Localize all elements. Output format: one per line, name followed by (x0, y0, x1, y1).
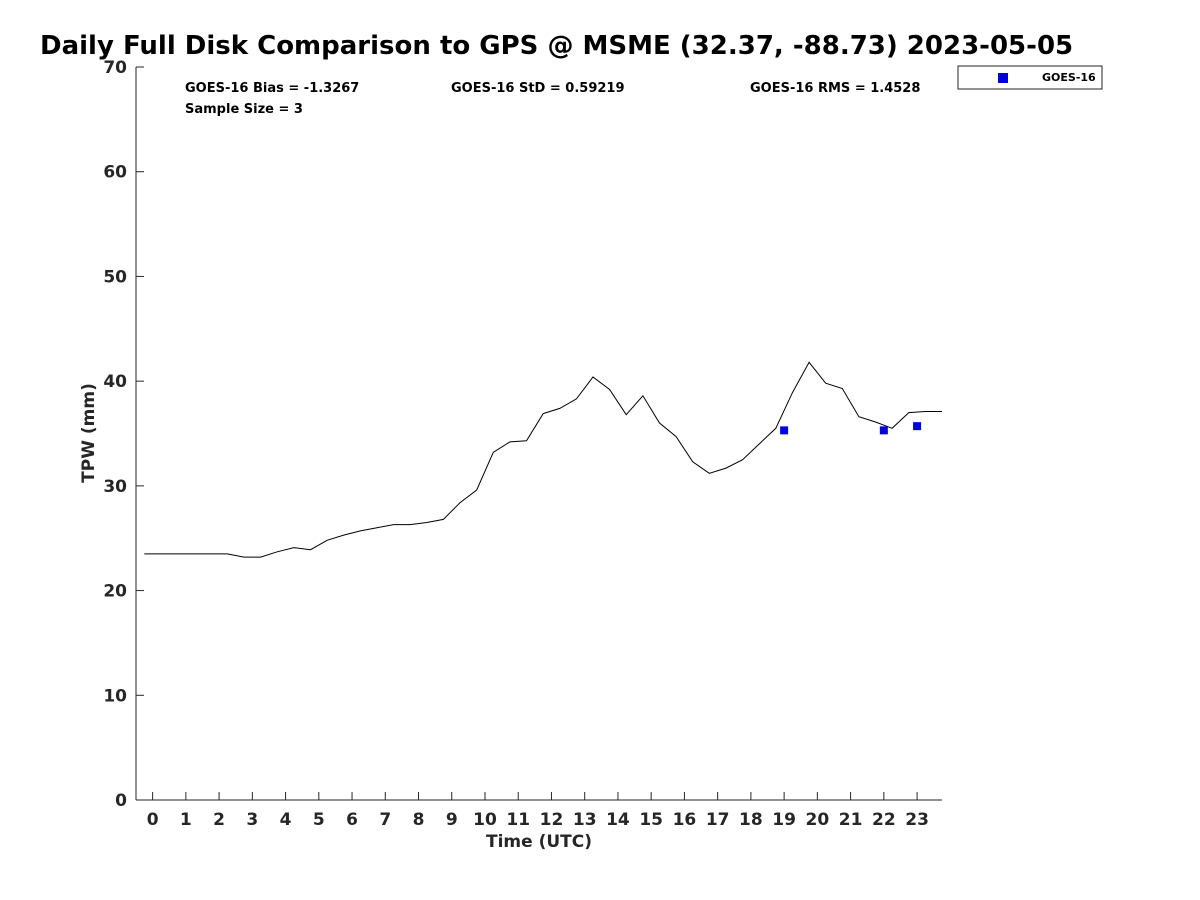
x-tick-label: 15 (639, 810, 663, 830)
legend-marker-goes16 (998, 73, 1008, 83)
plot-area (136, 67, 942, 800)
x-tick-label: 17 (706, 810, 730, 830)
x-tick-label: 22 (872, 810, 896, 830)
plot-series (144, 361, 942, 558)
y-ticks: 0 10 20 30 40 50 60 70 (103, 58, 144, 811)
x-tick-label: 20 (806, 810, 830, 830)
x-tick-label: 5 (313, 810, 325, 830)
x-tick-label: 9 (446, 810, 458, 830)
y-tick-label: 20 (103, 582, 127, 602)
x-tick-label: 8 (413, 810, 425, 830)
y-tick-label: 0 (115, 791, 127, 811)
x-tick-label: 3 (246, 810, 258, 830)
x-tick-label: 12 (540, 810, 564, 830)
chart-title: Daily Full Disk Comparison to GPS @ MSME… (40, 31, 1073, 61)
y-tick-label: 10 (103, 686, 127, 706)
x-tick-label: 10 (473, 810, 497, 830)
x-tick-label: 1 (180, 810, 192, 830)
y-axis-label: TPW (mm) (79, 383, 99, 483)
legend-label-goes16: GOES-16 (1042, 71, 1096, 84)
legend: GOES-16 (957, 65, 1103, 90)
x-tick-label: 7 (379, 810, 391, 830)
x-tick-label: 6 (346, 810, 358, 830)
x-tick-label: 2 (213, 810, 225, 830)
x-tick-label: 11 (506, 810, 530, 830)
std-stat: GOES-16 StD = 0.59219 (451, 81, 625, 96)
x-tick-label: 18 (739, 810, 763, 830)
x-ticks: 0 1 2 3 4 5 6 7 8 9 10 11 12 13 14 15 16 17 18 19 20 21 22 23 (147, 792, 929, 830)
y-tick-label: 60 (103, 163, 127, 183)
goes16-point (879, 426, 888, 435)
legend-box (957, 65, 1103, 90)
y-tick-label: 70 (103, 58, 127, 78)
bias-stat: GOES-16 Bias = -1.3267 (185, 81, 359, 96)
y-tick-label: 30 (103, 477, 127, 497)
x-tick-label: 4 (280, 810, 292, 830)
x-tick-label: 21 (839, 810, 863, 830)
y-tick-label: 40 (103, 372, 127, 392)
x-axis-label: Time (UTC) (486, 832, 592, 852)
rms-stat: GOES-16 RMS = 1.4528 (750, 81, 920, 96)
x-tick-label: 14 (606, 810, 630, 830)
x-tick-label: 13 (573, 810, 597, 830)
axes (135, 67, 942, 801)
gps-tpw-line (144, 361, 942, 558)
goes16-point (913, 422, 922, 431)
goes16-point (780, 426, 789, 435)
sample-size-stat: Sample Size = 3 (185, 102, 303, 117)
x-tick-label: 19 (772, 810, 796, 830)
x-tick-label: 16 (673, 810, 697, 830)
y-tick-label: 50 (103, 267, 127, 287)
x-tick-label: 23 (905, 810, 929, 830)
x-tick-label: 0 (147, 810, 159, 830)
